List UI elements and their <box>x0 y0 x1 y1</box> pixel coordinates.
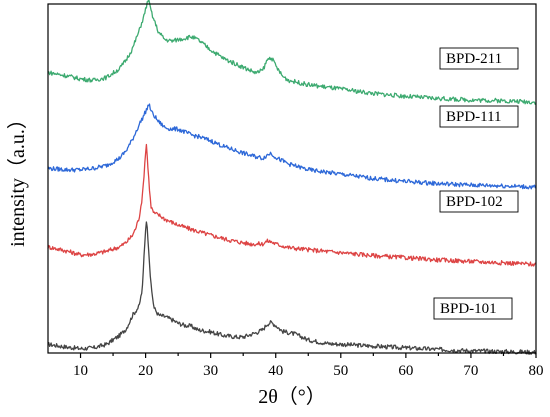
x-tick-label-40: 40 <box>268 363 283 379</box>
series-label-text: BPD-211 <box>446 51 502 67</box>
x-tick-label-70: 70 <box>463 363 478 379</box>
plot-frame <box>47 3 537 354</box>
x-axis-ticks: 10 20 30 40 50 60 70 80 <box>73 353 544 379</box>
series-line-bpd-111 <box>47 103 537 190</box>
series-label-bpd-111: BPD-111 <box>439 105 519 128</box>
series-labels: BPD-101 BPD-102 BPD-111 BPD-211 <box>433 47 519 320</box>
series-layer <box>47 0 537 355</box>
series-label-box <box>439 190 519 213</box>
x-tick-label-60: 60 <box>398 363 413 379</box>
series-label-box <box>433 297 513 320</box>
series-label-box <box>439 105 519 128</box>
series-line-bpd-211 <box>47 0 537 105</box>
x-tick-label-80: 80 <box>529 363 544 379</box>
x-tick-label-10: 10 <box>73 363 88 379</box>
series-label-box <box>439 47 519 70</box>
series-label-bpd-101: BPD-101 <box>433 297 513 320</box>
series-label-bpd-102: BPD-102 <box>439 190 519 213</box>
series-label-bpd-211: BPD-211 <box>439 47 519 70</box>
series-line-bpd-101 <box>48 221 536 355</box>
series-line-bpd-102 <box>47 143 537 267</box>
series-label-text: BPD-102 <box>446 194 503 210</box>
x-tick-label-30: 30 <box>203 363 218 379</box>
x-tick-label-20: 20 <box>138 363 153 379</box>
series-label-text: BPD-101 <box>440 301 497 317</box>
x-tick-label-50: 50 <box>333 363 348 379</box>
series-label-text: BPD-111 <box>446 109 502 125</box>
x-axis-title: 2θ（°） <box>258 385 326 408</box>
y-axis-title: intensity（a.u.） <box>6 109 29 247</box>
